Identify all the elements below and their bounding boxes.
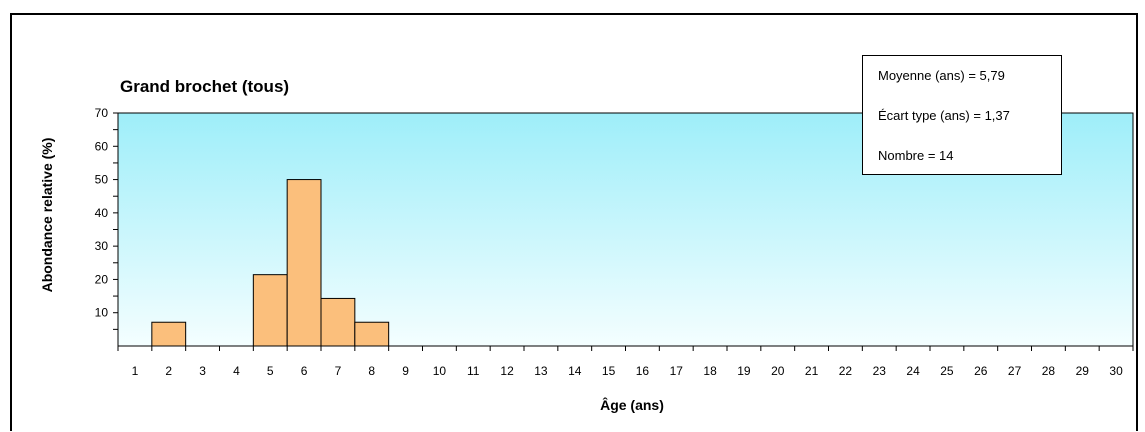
x-tick-label: 1 xyxy=(132,364,139,378)
bar-age-2 xyxy=(151,321,187,347)
x-tick-label: 25 xyxy=(940,364,954,378)
bar-age-8 xyxy=(354,321,390,347)
y-tick-label: 60 xyxy=(95,139,109,153)
x-tick-label: 17 xyxy=(670,364,684,378)
x-tick-label: 30 xyxy=(1109,364,1123,378)
x-tick-label: 3 xyxy=(199,364,206,378)
y-tick-label: 10 xyxy=(95,306,109,320)
x-tick-label: 11 xyxy=(467,364,480,378)
x-tick-label: 29 xyxy=(1076,364,1090,378)
x-tick-label: 9 xyxy=(402,364,409,378)
x-tick-label: 16 xyxy=(636,364,650,378)
x-tick-label: 18 xyxy=(703,364,717,378)
bar-age-7 xyxy=(320,297,356,347)
count-stat: Nombre = 14 xyxy=(878,148,954,163)
y-tick-label: 20 xyxy=(95,272,109,286)
x-tick-label: 8 xyxy=(368,364,375,378)
x-tick-label: 28 xyxy=(1042,364,1056,378)
x-tick-label: 27 xyxy=(1008,364,1022,378)
x-tick-label: 12 xyxy=(500,364,514,378)
stats-box: Moyenne (ans) = 5,79 Écart type (ans) = … xyxy=(862,55,1062,175)
x-tick-label: 10 xyxy=(433,364,447,378)
y-axis-label: Abondance relative (%) xyxy=(39,138,55,293)
y-tick-label: 40 xyxy=(95,206,109,220)
x-tick-label: 20 xyxy=(771,364,785,378)
bars-group xyxy=(151,179,390,347)
bar-age-6 xyxy=(286,179,322,347)
x-tick-label: 19 xyxy=(737,364,751,378)
x-tick-label: 5 xyxy=(267,364,274,378)
x-tick-label: 6 xyxy=(301,364,308,378)
bar-age-5 xyxy=(252,274,288,347)
x-tick-label: 21 xyxy=(805,364,819,378)
x-tick-label: 14 xyxy=(568,364,582,378)
x-tick-label: 4 xyxy=(233,364,240,378)
x-tick-label: 24 xyxy=(906,364,920,378)
x-tick-label: 15 xyxy=(602,364,616,378)
x-tick-label: 2 xyxy=(165,364,172,378)
y-tick-label: 30 xyxy=(95,239,109,253)
chart-frame xyxy=(10,13,1138,431)
std-stat: Écart type (ans) = 1,37 xyxy=(878,108,1010,123)
y-tick-label: 70 xyxy=(95,106,109,120)
mean-stat: Moyenne (ans) = 5,79 xyxy=(878,68,1005,83)
x-tick-label: 23 xyxy=(873,364,887,378)
x-tick-label: 26 xyxy=(974,364,988,378)
chart-title: Grand brochet (tous) xyxy=(120,77,289,96)
x-tick-label: 22 xyxy=(839,364,853,378)
x-axis-label: Âge (ans) xyxy=(600,396,664,413)
x-tick-label: 13 xyxy=(534,364,548,378)
y-tick-label: 50 xyxy=(95,173,109,187)
x-tick-label: 7 xyxy=(335,364,342,378)
